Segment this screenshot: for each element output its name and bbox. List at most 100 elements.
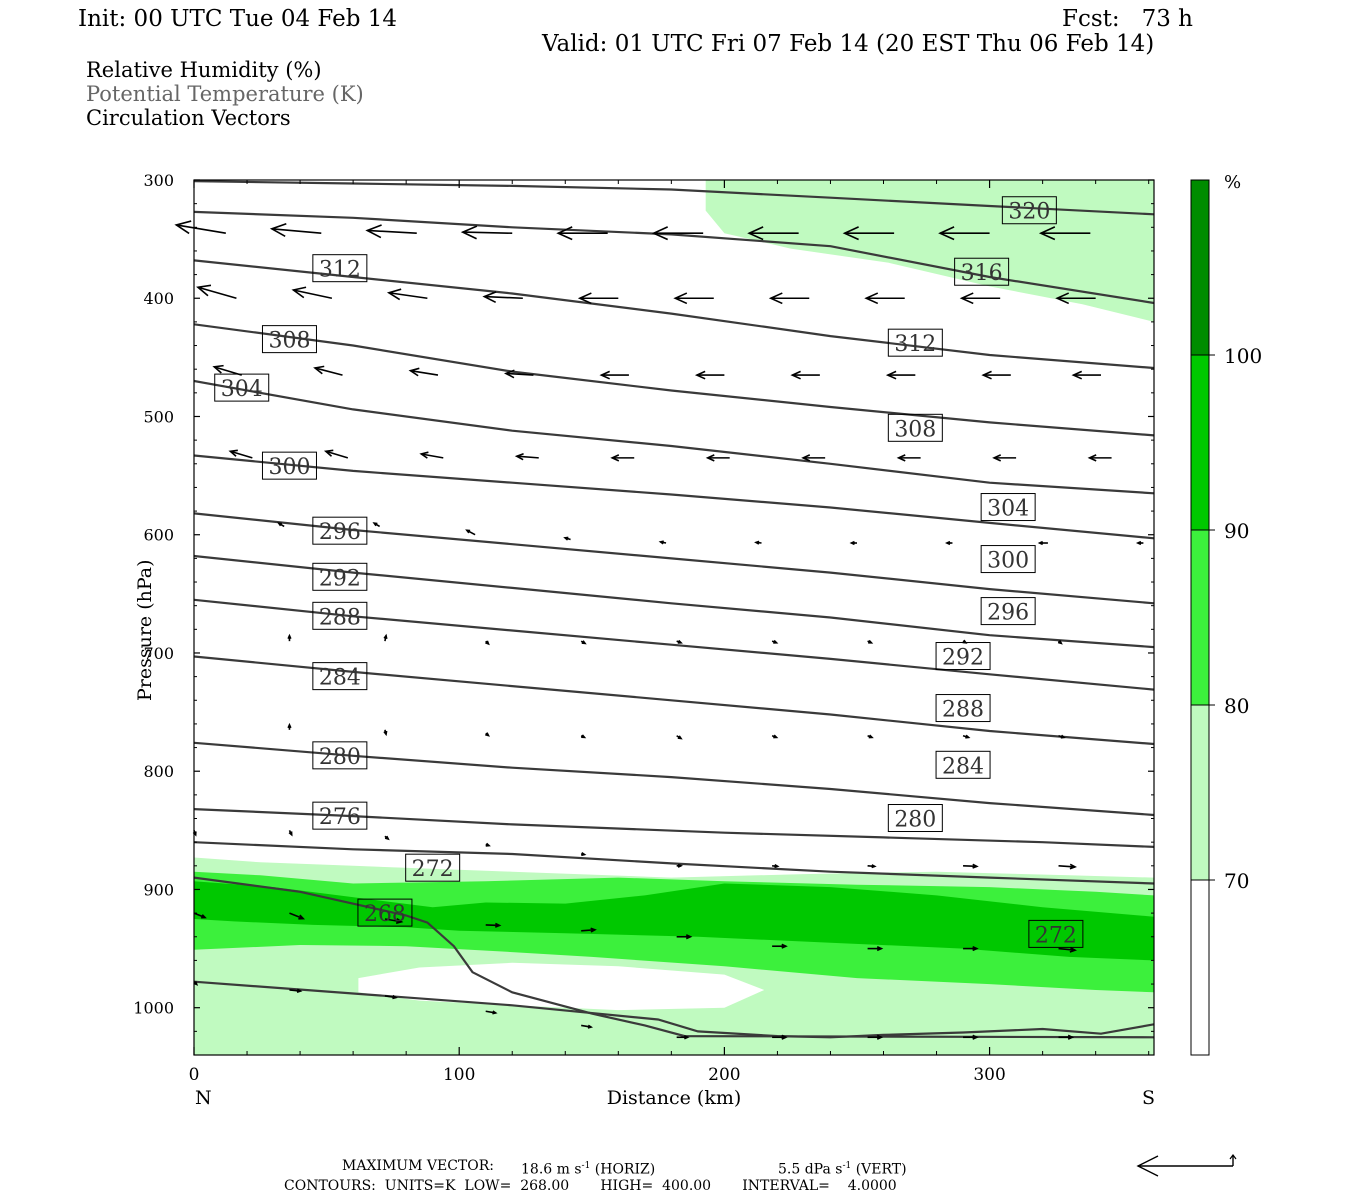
circulation-vector	[174, 220, 226, 235]
y-tick-label: 500	[143, 407, 174, 426]
circulation-vector	[465, 529, 476, 536]
circulation-vector	[288, 829, 293, 837]
max-vector-label: MAXIMUM VECTOR:	[342, 1158, 494, 1174]
svg-text:304: 304	[221, 377, 263, 402]
circulation-vector	[963, 1034, 979, 1040]
circulation-vector	[485, 732, 490, 737]
svg-text:296: 296	[987, 601, 1029, 626]
contour-label: 316	[954, 257, 1010, 286]
isentrope-300	[194, 454, 1154, 540]
max-vert-vector: 5.5 dPa s-1 (VERT)	[778, 1158, 907, 1178]
contour-label: 300	[980, 545, 1036, 574]
svg-text:280: 280	[894, 808, 936, 833]
contour-label: 284	[312, 662, 368, 691]
x-tick-label: 300	[973, 1065, 1005, 1085]
init-time: Init: 00 UTC Tue 04 Feb 14	[78, 6, 398, 32]
colorbar-segment	[1191, 180, 1209, 355]
circulation-vector	[754, 540, 762, 545]
reference-vector	[1136, 1154, 1237, 1177]
circulation-vector	[269, 223, 322, 238]
colorbar-segment	[1191, 530, 1209, 705]
circulation-vector	[289, 988, 303, 993]
svg-text:296: 296	[319, 520, 361, 545]
circulation-vector	[842, 226, 895, 241]
circulation-vector	[485, 842, 491, 847]
contour-label: 308	[887, 413, 943, 442]
svg-text:284: 284	[319, 666, 361, 691]
x-tick-label: 200	[708, 1065, 740, 1085]
circulation-vector	[772, 864, 780, 869]
isentrope-308	[194, 323, 1154, 437]
circulation-vector	[768, 292, 810, 305]
circulation-vector	[959, 292, 1001, 305]
circulation-vector	[228, 449, 253, 459]
colorbar: % 70 80 90 100	[1190, 172, 1262, 1056]
circulation-vector	[676, 639, 683, 644]
contour-label: 284	[935, 750, 991, 779]
circulation-vector	[514, 452, 539, 461]
contour-label: 280	[887, 804, 943, 833]
field-theta-label: Potential Temperature (K)	[86, 82, 364, 106]
circulation-vector	[485, 922, 502, 928]
svg-text:268: 268	[364, 902, 406, 927]
circulation-vector	[945, 540, 953, 546]
rh-region-90-100	[194, 881, 1154, 961]
circulation-vector	[963, 863, 979, 869]
y-tick-label: 900	[143, 880, 174, 899]
circulation-vector	[384, 994, 398, 1000]
svg-text:312: 312	[894, 332, 936, 357]
valid-time: Valid: 01 UTC Fri 07 Feb 14 (20 EST Thu …	[542, 31, 1155, 57]
exp-2: -1	[842, 1161, 852, 1171]
circulation-vector	[1087, 454, 1112, 462]
isentrope-316	[194, 210, 1154, 305]
svg-text:312: 312	[319, 258, 361, 283]
circulation-vector	[1058, 734, 1066, 739]
rh-clear-region	[358, 962, 765, 1011]
y-tick-label: 1000	[133, 999, 174, 1018]
circulation-vector	[485, 1010, 498, 1015]
svg-text:300: 300	[268, 455, 310, 480]
svg-text:272: 272	[412, 857, 454, 882]
circulation-vector	[580, 734, 587, 739]
forecast-hour: Fcst: 73 h	[1062, 6, 1193, 32]
circulation-vector	[676, 1035, 690, 1040]
circulation-vector	[482, 291, 523, 304]
north-label: N	[195, 1087, 212, 1109]
contour-label: 276	[312, 801, 368, 830]
contour-label: 292	[312, 562, 368, 591]
svg-text:304: 304	[987, 497, 1029, 522]
y-tick-label: 300	[143, 171, 174, 190]
circulation-vector	[658, 540, 667, 545]
circulation-vector	[772, 943, 788, 949]
colorbar-frame	[1190, 179, 1210, 1056]
isentrope-276	[194, 808, 1154, 848]
circulation-vector	[1037, 540, 1048, 546]
isentrope-284	[194, 655, 1154, 746]
contour-label: 288	[935, 694, 991, 723]
isentrope-296	[194, 512, 1154, 605]
circulation-vector	[563, 536, 571, 541]
field-vectors-label: Circulation Vectors	[86, 106, 291, 130]
circulation-vector	[651, 226, 704, 241]
circulation-vector	[867, 864, 877, 869]
south-label: S	[1142, 1087, 1155, 1109]
circulation-vector	[1055, 292, 1096, 305]
y-tick-label: 600	[143, 526, 174, 545]
circulation-vector	[384, 918, 404, 924]
y-tick-label: 700	[143, 644, 174, 663]
contour-label: 272	[1028, 919, 1084, 948]
circulation-vector	[963, 945, 979, 952]
contour-labels: 3203163123123083083043043003002962962922…	[214, 196, 1084, 948]
circulation-vector	[581, 1024, 594, 1029]
colorbar-label: 70	[1224, 869, 1249, 893]
isentrope-272	[194, 841, 1154, 885]
circulation-vector	[556, 226, 608, 241]
circulation-vectors	[174, 220, 1144, 1040]
svg-text:280: 280	[319, 745, 361, 770]
circulation-vector	[287, 722, 292, 730]
circulation-vector	[705, 454, 730, 462]
contour-label: 304	[980, 493, 1036, 522]
circulation-vector	[287, 633, 292, 642]
rh-shading	[194, 180, 1154, 1055]
